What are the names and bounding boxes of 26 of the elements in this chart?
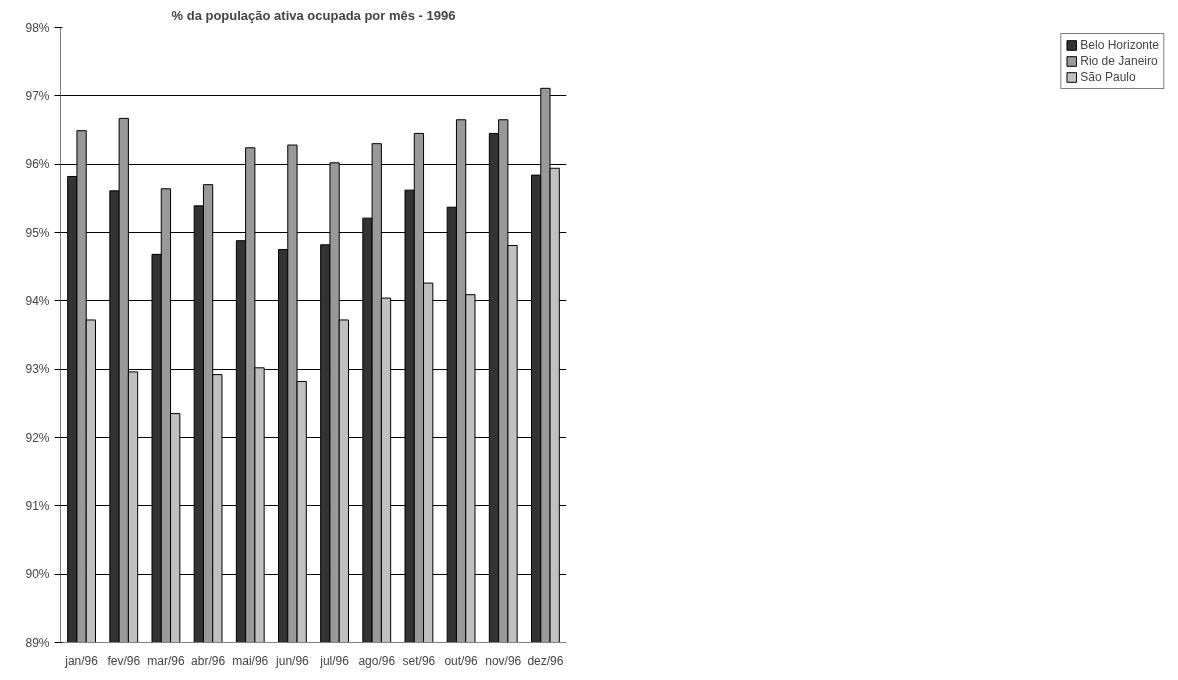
x-tick-label: jun/96 <box>275 653 310 668</box>
y-tick-label: 92% <box>25 430 50 445</box>
legend-label: Rio de Janeiro <box>1080 54 1158 68</box>
y-tick-label: 94% <box>25 293 50 308</box>
y-tick-label: 96% <box>25 157 50 172</box>
chart-title: % da população ativa ocupada por mês - 1996 <box>171 7 456 23</box>
x-tick-label: mai/96 <box>232 653 269 668</box>
x-tick-label: fev/96 <box>107 653 141 668</box>
x-tick-label: ago/96 <box>358 653 396 668</box>
x-tick-label: jan/96 <box>64 653 99 668</box>
y-tick-label: 91% <box>25 498 50 513</box>
y-tick-label: 97% <box>25 88 50 103</box>
y-tick-label: 93% <box>25 362 50 377</box>
legend-label: São Paulo <box>1080 70 1136 84</box>
x-tick-label: jul/96 <box>319 653 350 668</box>
x-tick-label: dez/96 <box>527 653 564 668</box>
x-tick-label: out/96 <box>444 653 479 668</box>
y-tick-label: 89% <box>25 635 50 650</box>
x-tick-label: mar/96 <box>147 653 185 668</box>
x-tick-label: abr/96 <box>191 653 226 668</box>
legend-label: Belo Horizonte <box>1080 38 1159 52</box>
x-tick-label: set/96 <box>402 653 436 668</box>
y-tick-label: 95% <box>25 225 50 240</box>
y-tick-label: 90% <box>25 567 50 582</box>
y-tick-label: 98% <box>25 20 50 35</box>
x-tick-label: nov/96 <box>485 653 522 668</box>
